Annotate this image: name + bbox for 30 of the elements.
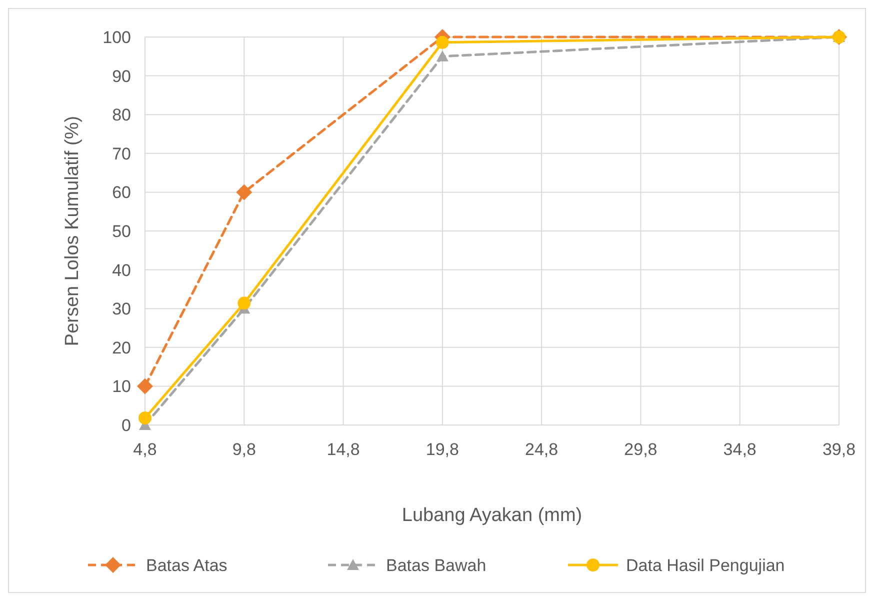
legend-label: Data Hasil Pengujian [626, 556, 785, 575]
y-axis-title: Persen Lolos Kumulatif (%) [62, 116, 83, 346]
y-tick-label: 80 [112, 106, 131, 125]
x-tick-label: 39,8 [822, 440, 856, 459]
y-tick-label: 50 [112, 222, 131, 241]
x-tick-label: 14,8 [326, 440, 360, 459]
y-tick-label: 0 [122, 416, 131, 435]
x-axis-title: Lubang Ayakan (mm) [402, 505, 582, 526]
y-tick-label: 100 [102, 28, 131, 47]
y-tick-label: 90 [112, 66, 131, 86]
y-tick-label: 70 [112, 144, 131, 164]
point [238, 296, 251, 310]
x-tick-label: 9,8 [232, 440, 256, 459]
x-tick-label: 4,8 [133, 440, 157, 459]
point [137, 378, 153, 394]
point [436, 50, 448, 62]
point [138, 412, 152, 425]
y-tick-label: 30 [112, 300, 131, 319]
x-tick-label: 34,8 [723, 440, 756, 459]
y-tick-label: 10 [112, 377, 131, 396]
x-tick-label: 19,8 [426, 440, 459, 459]
y-tick-label: 60 [112, 183, 131, 202]
point [236, 184, 252, 200]
y-tick-label: 40 [112, 260, 131, 280]
x-tick-label: 24,8 [525, 440, 558, 459]
legend-label: Batas Bawah [386, 556, 486, 575]
y-tick-label: 20 [112, 338, 131, 358]
x-tick-label: 29,8 [624, 440, 658, 459]
point [436, 36, 449, 49]
legend-label: Batas Atas [146, 556, 228, 575]
